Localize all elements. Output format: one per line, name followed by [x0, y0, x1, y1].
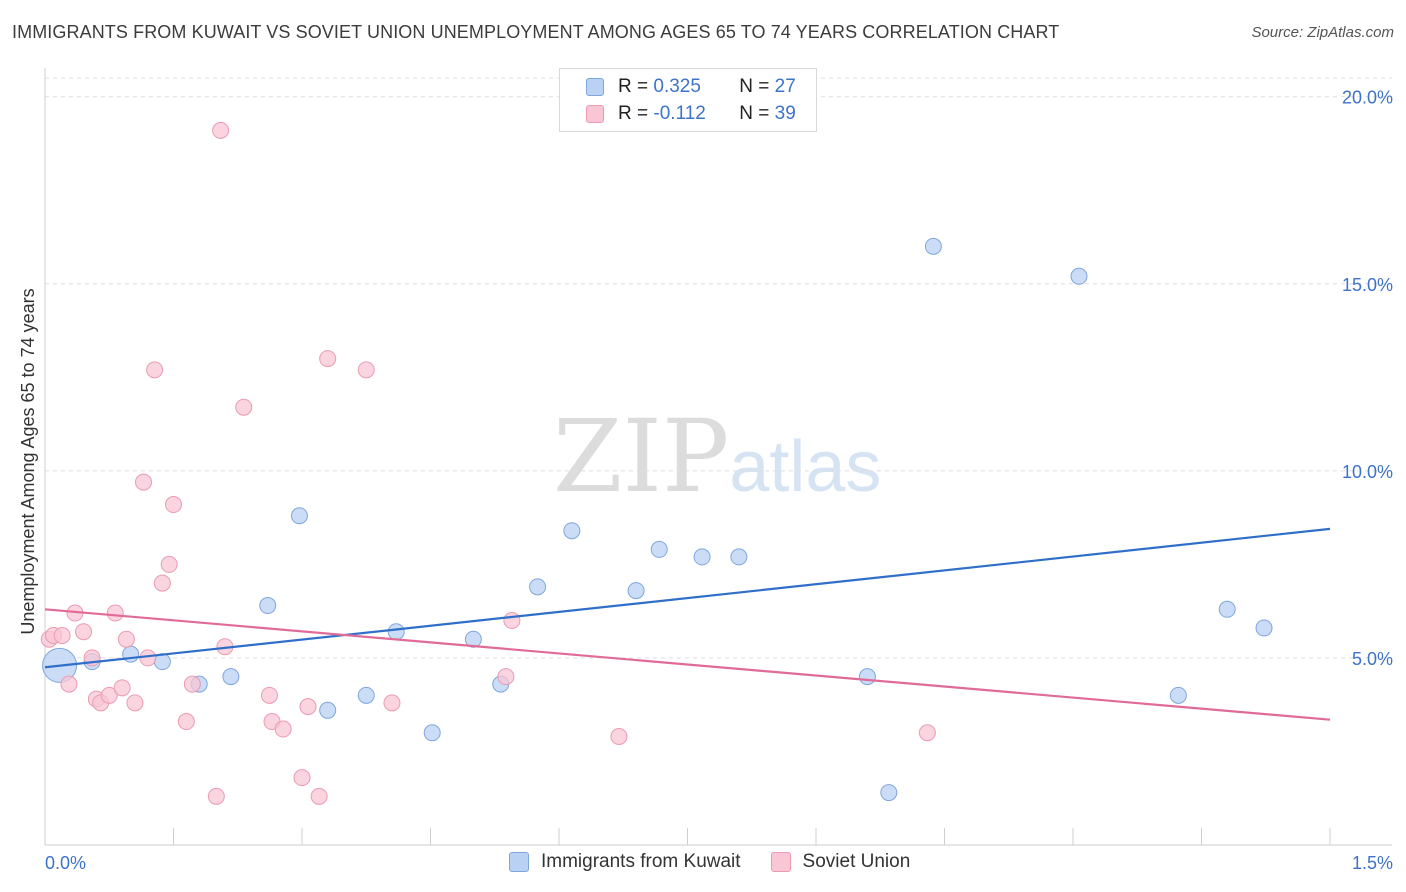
legend-r-value-soviet: -0.112 [653, 103, 706, 124]
legend-r-value-kuwait: 0.325 [653, 76, 701, 97]
trendline-kuwait [44, 527, 1331, 669]
data-point-soviet [183, 675, 201, 693]
data-point-soviet [75, 623, 93, 641]
data-point-kuwait [387, 623, 405, 641]
y-tick-label: 5.0% [1352, 649, 1393, 669]
data-point-soviet [293, 769, 311, 787]
data-point-soviet [274, 720, 292, 738]
series-swatch-soviet [770, 852, 791, 872]
legend-n-label-kuwait: N = [739, 76, 770, 97]
data-point-soviet [918, 724, 936, 742]
series-swatch-kuwait [509, 852, 529, 872]
source-credit: Source: ZipAtlas.com [1251, 24, 1394, 41]
data-point-kuwait [693, 548, 711, 566]
data-point-soviet [235, 398, 253, 416]
data-point-soviet [212, 121, 230, 139]
data-point-soviet [310, 787, 328, 805]
data-point-kuwait [357, 686, 375, 704]
data-point-soviet [319, 350, 337, 368]
data-point-kuwait [1255, 619, 1273, 637]
data-point-kuwait [1169, 686, 1187, 704]
data-point-kuwait [222, 668, 240, 686]
data-point-soviet [165, 496, 182, 514]
data-point-soviet [260, 686, 278, 704]
data-point-kuwait [319, 701, 337, 719]
legend-swatch-soviet [586, 105, 604, 123]
x-tick-label-max: 1.5% [1352, 853, 1393, 873]
data-point-kuwait [650, 540, 668, 558]
data-point-soviet [60, 675, 78, 693]
data-point-soviet [139, 649, 157, 667]
series-legend-kuwait[interactable]: Immigrants from Kuwait [509, 851, 741, 873]
data-point-kuwait [464, 630, 482, 648]
data-point-soviet [357, 361, 375, 379]
legend-r-label-kuwait: R = [618, 76, 649, 97]
legend-swatch-kuwait [586, 78, 604, 96]
series-legend-soviet[interactable]: Soviet Union [770, 851, 911, 873]
series-soviet [40, 121, 936, 805]
data-point-kuwait [730, 548, 748, 566]
chart-title: IMMIGRANTS FROM KUWAIT VS SOVIET UNION U… [12, 22, 1060, 42]
data-point-kuwait [529, 578, 547, 596]
y-tick-label: 15.0% [1342, 275, 1393, 295]
data-point-soviet [135, 473, 153, 491]
data-point-soviet [113, 679, 131, 697]
data-point-soviet [497, 668, 515, 686]
data-point-kuwait [122, 645, 140, 663]
watermark-atlas: atlas [729, 427, 882, 507]
data-point-soviet [100, 686, 118, 704]
data-point-soviet [299, 698, 317, 716]
data-point-kuwait [924, 237, 942, 255]
correlation-legend: R = 0.325 N = 27 R = -0.112 N = 39 [559, 68, 817, 132]
data-point-kuwait [627, 582, 645, 600]
data-point-kuwait [1070, 267, 1088, 285]
data-point-kuwait [423, 724, 441, 742]
data-point-soviet [106, 604, 124, 622]
data-point-soviet [117, 630, 135, 648]
data-point-soviet [146, 361, 164, 379]
legend-n-value-kuwait: 27 [774, 76, 796, 97]
y-axis-title: Unemployment Among Ages 65 to 74 years [18, 288, 38, 634]
series-legend: Immigrants from Kuwait Soviet Union [509, 851, 940, 873]
legend-n-value-soviet: 39 [774, 103, 796, 124]
watermark: ZIPatlas [553, 398, 881, 515]
trendline-soviet [44, 608, 1331, 721]
data-point-kuwait [858, 668, 876, 686]
data-point-soviet [503, 612, 521, 630]
x-tick-label-min: 0.0% [45, 853, 86, 873]
data-point-soviet [207, 787, 225, 805]
data-point-soviet [153, 574, 171, 592]
data-point-kuwait [1218, 600, 1236, 618]
series-label-kuwait: Immigrants from Kuwait [541, 851, 741, 872]
y-tick-label: 20.0% [1342, 88, 1393, 108]
legend-r-label-soviet: R = [618, 103, 649, 124]
y-tick-label: 10.0% [1342, 462, 1393, 482]
data-point-soviet [126, 694, 144, 712]
series-label-soviet: Soviet Union [802, 851, 911, 872]
data-point-kuwait [290, 507, 308, 525]
data-point-kuwait [563, 522, 581, 540]
legend-row-soviet: R = -0.112 N = 39 [586, 102, 796, 126]
watermark-zip: ZIP [553, 398, 730, 515]
data-point-soviet [53, 626, 71, 644]
data-point-soviet [160, 555, 178, 573]
series-kuwait [42, 237, 1273, 802]
legend-n-label-soviet: N = [739, 103, 770, 124]
data-point-soviet [383, 694, 401, 712]
data-point-soviet [177, 713, 195, 731]
data-point-kuwait [880, 784, 898, 802]
legend-row-kuwait: R = 0.325 N = 27 [586, 75, 796, 99]
data-point-soviet [610, 727, 628, 745]
data-point-kuwait [259, 597, 277, 615]
